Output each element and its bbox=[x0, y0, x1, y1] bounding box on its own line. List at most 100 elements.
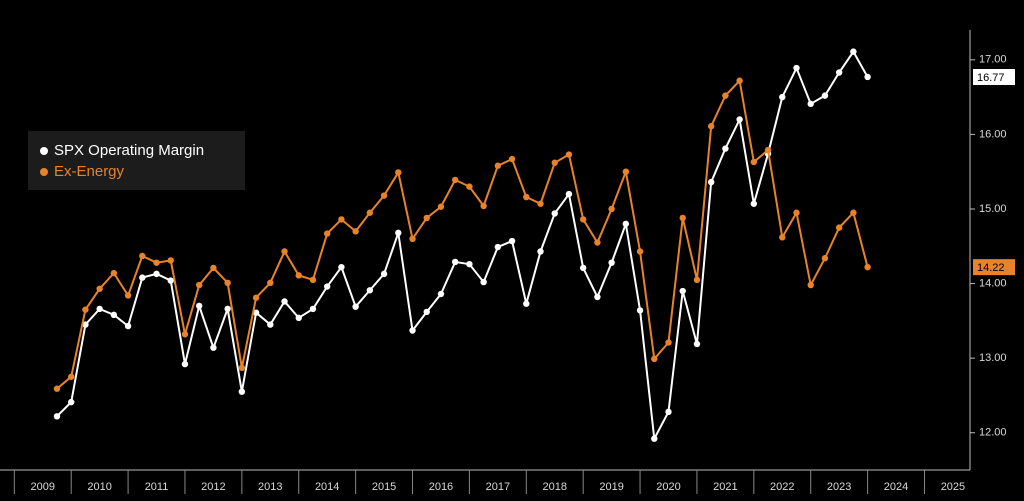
legend-label: Ex-Energy bbox=[54, 163, 125, 180]
data-point bbox=[67, 398, 75, 406]
data-point bbox=[480, 202, 487, 210]
data-point bbox=[82, 306, 89, 313]
data-point bbox=[821, 255, 829, 262]
data-point bbox=[139, 252, 146, 260]
legend-label: SPX Operating Margin bbox=[54, 142, 204, 159]
x-tick-label: 2009 bbox=[31, 481, 55, 493]
data-point bbox=[651, 355, 658, 363]
data-point bbox=[508, 155, 516, 163]
data-point bbox=[736, 77, 743, 84]
data-point bbox=[295, 314, 302, 322]
data-point bbox=[96, 305, 103, 313]
x-tick-label: 2014 bbox=[315, 481, 339, 493]
data-point bbox=[323, 283, 331, 290]
x-tick-label: 2010 bbox=[87, 481, 111, 493]
data-point bbox=[53, 413, 61, 420]
data-point bbox=[793, 209, 800, 216]
data-point bbox=[238, 388, 246, 395]
x-tick-label: 2022 bbox=[770, 481, 794, 493]
data-point bbox=[124, 292, 132, 299]
data-point bbox=[579, 216, 587, 223]
data-point bbox=[380, 270, 388, 278]
data-point bbox=[764, 146, 772, 154]
y-tick-label: 12.00 bbox=[979, 427, 1007, 439]
y-tick-label: 16.00 bbox=[979, 128, 1007, 140]
data-point bbox=[608, 205, 615, 213]
legend-marker bbox=[40, 168, 48, 176]
x-tick-label: 2016 bbox=[429, 481, 453, 493]
data-point bbox=[395, 169, 402, 176]
data-point bbox=[110, 311, 118, 319]
data-point bbox=[864, 73, 871, 81]
data-point bbox=[722, 92, 729, 99]
data-point bbox=[96, 285, 103, 292]
data-point bbox=[153, 259, 160, 266]
data-point bbox=[167, 277, 174, 284]
data-point bbox=[679, 287, 686, 295]
data-point bbox=[309, 276, 317, 284]
data-point bbox=[437, 290, 445, 298]
data-point bbox=[309, 305, 317, 313]
data-point bbox=[850, 48, 857, 55]
data-point bbox=[565, 190, 573, 198]
data-point bbox=[537, 248, 544, 255]
data-point bbox=[480, 278, 487, 286]
x-tick-label: 2020 bbox=[656, 481, 680, 493]
last-value-box bbox=[973, 68, 1015, 85]
data-point bbox=[835, 69, 843, 76]
data-point bbox=[722, 145, 729, 152]
data-point bbox=[210, 344, 217, 351]
series-line bbox=[56, 49, 869, 443]
legend-box bbox=[28, 131, 245, 190]
data-point bbox=[366, 287, 374, 294]
data-point bbox=[181, 331, 189, 338]
data-point bbox=[267, 321, 274, 328]
data-point bbox=[523, 300, 530, 307]
data-point bbox=[352, 303, 359, 310]
x-tick-label: 2019 bbox=[599, 481, 623, 493]
last-value-label: 14.22 bbox=[977, 262, 1005, 274]
x-tick-label: 2012 bbox=[201, 481, 225, 493]
data-point bbox=[551, 159, 558, 166]
data-point bbox=[252, 309, 260, 316]
data-point bbox=[252, 294, 260, 301]
data-point bbox=[750, 158, 758, 166]
data-point bbox=[53, 385, 61, 392]
data-point bbox=[693, 340, 701, 348]
series-line bbox=[56, 78, 869, 390]
data-point bbox=[636, 248, 644, 255]
x-tick-label: 2025 bbox=[941, 481, 965, 493]
data-point bbox=[835, 224, 843, 231]
data-point bbox=[537, 200, 544, 207]
x-tick-label: 2017 bbox=[486, 481, 510, 493]
data-point bbox=[579, 264, 587, 272]
data-point bbox=[267, 279, 274, 287]
data-point bbox=[807, 281, 814, 289]
data-point bbox=[494, 243, 502, 251]
data-point bbox=[437, 203, 445, 210]
data-point bbox=[323, 230, 331, 237]
data-point bbox=[779, 234, 786, 241]
data-point bbox=[210, 264, 217, 272]
x-tick-label: 2018 bbox=[542, 481, 566, 493]
data-point bbox=[821, 92, 829, 99]
data-point bbox=[508, 237, 516, 245]
data-point bbox=[139, 274, 146, 281]
data-point bbox=[281, 248, 288, 255]
y-tick-label: 14.00 bbox=[979, 277, 1007, 289]
data-point bbox=[451, 176, 459, 184]
data-point bbox=[466, 183, 473, 190]
data-point bbox=[466, 260, 473, 268]
data-point bbox=[281, 298, 288, 305]
data-point bbox=[423, 308, 430, 316]
x-tick-label: 2011 bbox=[145, 481, 169, 493]
data-point bbox=[523, 193, 530, 201]
y-tick-label: 17.00 bbox=[979, 54, 1007, 66]
data-point bbox=[67, 373, 75, 380]
legend-marker bbox=[40, 147, 48, 155]
data-point bbox=[124, 322, 132, 330]
data-point bbox=[409, 327, 416, 334]
y-tick-label: 13.00 bbox=[979, 352, 1007, 364]
data-point bbox=[750, 200, 758, 207]
